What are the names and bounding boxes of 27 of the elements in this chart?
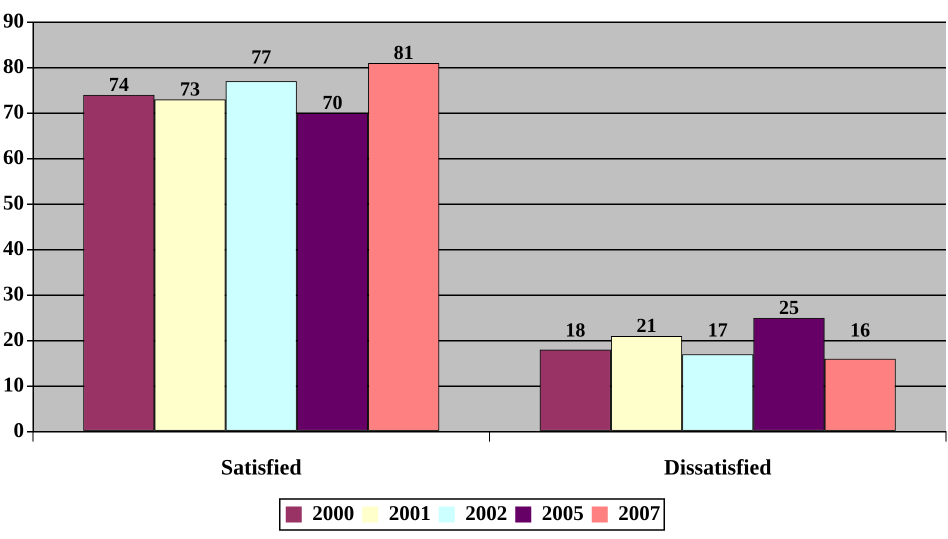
legend-label: 2001	[388, 500, 431, 525]
legend-label: 2005	[542, 500, 584, 525]
data-label: 21	[636, 315, 657, 338]
y-tick-label: 60	[3, 144, 24, 169]
x-tick-label: Satisfied	[220, 454, 302, 480]
y-tick-label: 40	[3, 236, 24, 260]
legend-label: 2000	[312, 500, 354, 525]
data-label: 16	[850, 320, 870, 342]
y-tick-label: 80	[3, 54, 24, 78]
data-label: 81	[394, 42, 414, 64]
x-tick-label: Dissatisfied	[664, 454, 772, 480]
y-tick-label: 90	[3, 8, 24, 32]
y-tick-label: 10	[3, 372, 24, 397]
data-label: 77	[251, 46, 272, 69]
y-tick-label: 50	[3, 190, 24, 214]
y-tick-label: 0	[14, 418, 24, 442]
y-tick-label: 20	[3, 327, 24, 351]
data-label: 17	[708, 320, 728, 342]
data-label: 70	[322, 92, 342, 114]
y-tick-label: 30	[3, 281, 24, 306]
legend-label: 2007	[618, 500, 660, 525]
y-tick-label: 70	[3, 99, 24, 124]
data-label: 25	[778, 296, 799, 319]
data-label: 18	[565, 320, 586, 342]
legend-label: 2002	[465, 500, 508, 525]
data-label: 74	[108, 74, 129, 96]
data-label: 73	[180, 78, 200, 101]
